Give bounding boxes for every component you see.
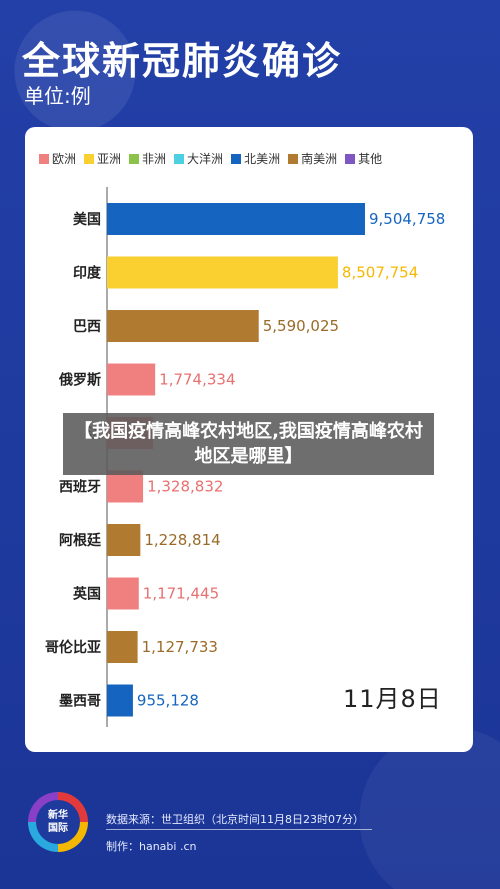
bar-6 xyxy=(107,524,141,556)
category-label: 哥伦比亚 xyxy=(45,639,101,656)
footer-divider xyxy=(106,829,372,830)
maker-credit: 制作：hanabi .cn xyxy=(106,840,197,853)
legend-label: 亚洲 xyxy=(97,152,122,166)
category-label: 西班牙 xyxy=(59,479,101,496)
bar-9 xyxy=(107,684,133,717)
overlay-text: 【我国疫情高峰农村地区,我国疫情高峰农村地区是哪里】 xyxy=(74,421,423,467)
bar-1 xyxy=(107,256,338,289)
category-label: 巴西 xyxy=(73,319,101,335)
bar-7 xyxy=(107,577,139,610)
logo-line1: 新华 xyxy=(48,810,68,821)
legend-item: 北美洲 xyxy=(231,150,280,167)
page-title: 全球新冠肺炎确诊 xyxy=(22,39,343,83)
article-title-overlay: 【我国疫情高峰农村地区,我国疫情高峰农村地区是哪里】 xyxy=(63,413,434,475)
legend-swatch xyxy=(231,153,242,164)
legend-label: 南美洲 xyxy=(301,152,338,166)
value-label: 1,328,832 xyxy=(147,478,223,496)
legend-item: 亚洲 xyxy=(84,150,121,167)
value-label: 1,171,445 xyxy=(143,585,219,603)
legend-item: 其他 xyxy=(345,150,382,167)
bar-2 xyxy=(107,310,259,342)
category-label: 美国 xyxy=(73,211,101,228)
value-label: 9,504,758 xyxy=(369,210,445,228)
category-label: 印度 xyxy=(73,265,102,282)
legend-label: 其他 xyxy=(358,152,383,166)
bar-chart: 美国 9,504,758 印度 8,507,754 巴西 5,590,025 俄罗斯 1,77… xyxy=(45,187,445,727)
bar-3 xyxy=(107,363,156,396)
value-label: 1,774,334 xyxy=(159,371,235,389)
unit-label: 单位:例 xyxy=(24,84,91,108)
legend-label: 大洋洲 xyxy=(187,152,224,166)
legend-item: 南美洲 xyxy=(288,150,337,167)
bar-5 xyxy=(107,470,144,503)
legend-label: 北美洲 xyxy=(244,152,281,166)
value-label: 8,507,754 xyxy=(342,264,418,282)
legend-label: 欧洲 xyxy=(52,152,77,166)
legend-swatch xyxy=(288,153,299,164)
chart-legend: 欧洲 亚洲 非洲 大洋洲 北美洲 南美洲 其他 xyxy=(39,150,382,167)
legend-swatch xyxy=(129,153,140,164)
legend-item: 大洋洲 xyxy=(174,150,223,167)
value-label: 5,590,025 xyxy=(263,317,339,335)
xinhua-logo: 新华 国际 xyxy=(28,792,88,852)
category-label: 英国 xyxy=(72,586,101,603)
legend-swatch xyxy=(39,153,49,164)
bar-8 xyxy=(107,631,138,663)
legend-swatch xyxy=(174,153,185,164)
date-annotation: 11月8日 xyxy=(343,685,442,713)
legend-swatch xyxy=(84,153,95,164)
value-label: 1,228,814 xyxy=(144,531,220,549)
category-label: 俄罗斯 xyxy=(58,372,101,389)
category-label: 阿根廷 xyxy=(59,532,102,549)
legend-item: 欧洲 xyxy=(39,150,76,167)
data-source: 数据来源：世卫组织（北京时间11月8日23时07分） xyxy=(106,813,364,826)
category-label: 墨西哥 xyxy=(59,694,101,710)
legend-label: 非洲 xyxy=(142,152,167,166)
legend-item: 非洲 xyxy=(129,150,166,167)
value-label: 1,127,733 xyxy=(142,638,218,656)
bar-0 xyxy=(107,203,365,235)
logo-line2: 国际 xyxy=(48,823,68,834)
legend-swatch xyxy=(345,153,356,164)
value-label: 955,128 xyxy=(137,692,199,710)
